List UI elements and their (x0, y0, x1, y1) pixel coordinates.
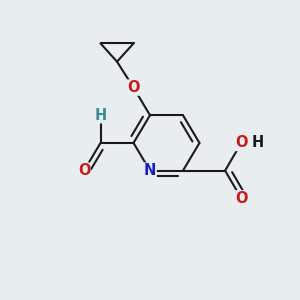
Text: H: H (94, 108, 107, 123)
Text: O: O (127, 80, 140, 95)
Text: O: O (235, 135, 247, 150)
Text: H: H (251, 135, 264, 150)
Text: O: O (78, 163, 90, 178)
Text: N: N (144, 163, 156, 178)
Text: O: O (235, 191, 247, 206)
